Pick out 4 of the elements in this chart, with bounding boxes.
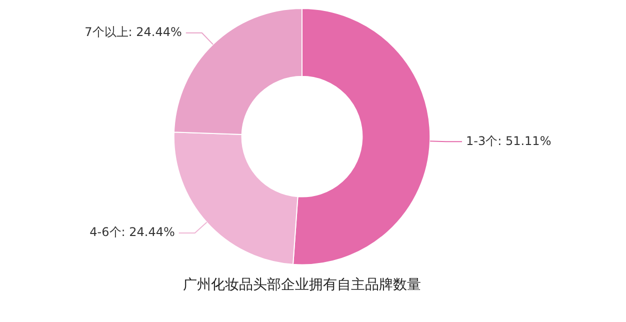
slice-label: 1-3个: 51.11% bbox=[466, 134, 552, 148]
slice-label: 7个以上: 24.44% bbox=[84, 25, 182, 40]
text: 广州化妆品头部企业拥有自主品牌数量 bbox=[183, 277, 421, 294]
slice-label: 4-6个: 24.44% bbox=[90, 225, 175, 240]
